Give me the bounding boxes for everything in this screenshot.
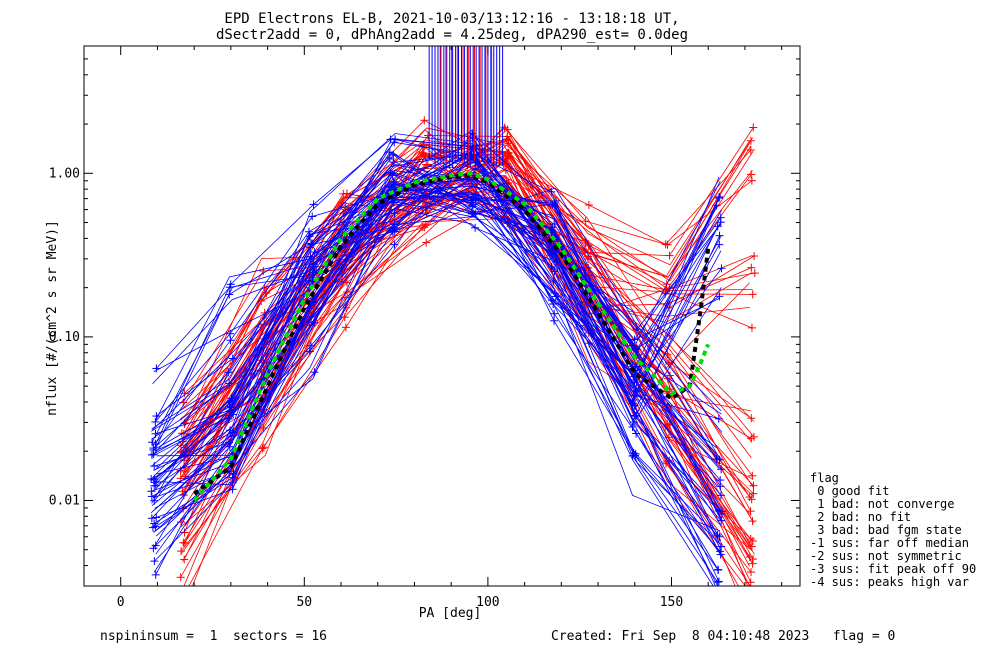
series-line — [155, 155, 721, 576]
legend-item: 1 bad: not converge — [810, 497, 955, 511]
y-tick-label: 0.01 — [49, 493, 80, 508]
legend-item: 0 good fit — [810, 484, 889, 498]
fit-curve — [192, 171, 711, 502]
legend-item: -3 sus: fit peak off 90 — [810, 562, 976, 576]
x-tick-label: 100 — [476, 595, 499, 610]
series-line — [180, 136, 751, 421]
series-line — [152, 178, 722, 499]
plot-frame — [83, 45, 801, 587]
y-axis: 0.01 0.10 1.00 — [49, 45, 800, 587]
y-tick-label: 1.00 — [49, 166, 80, 181]
series-line — [180, 197, 751, 578]
chart-title: EPD Electrons EL-B, 2021-10-03/13:12:16 … — [224, 11, 679, 27]
series-line — [155, 139, 720, 445]
y-axis-label: nflux [#/(cm^2 s sr MeV)] — [45, 220, 60, 416]
data-layer — [147, 46, 759, 586]
y-tick-label: 0.10 — [49, 330, 80, 345]
x-tick-label: 0 — [117, 595, 125, 610]
series-line — [153, 196, 720, 487]
series-line — [182, 140, 752, 403]
footer-right: Created: Fri Sep 8 04:10:48 2023 flag = … — [551, 629, 895, 644]
series-line — [151, 144, 720, 461]
series-line — [152, 190, 722, 512]
series-line — [188, 196, 752, 586]
footer-left: nspininsum = 1 sectors = 16 — [100, 629, 327, 644]
legend-item: -2 sus: not symmetric — [810, 549, 962, 563]
x-tick-label: 50 — [296, 595, 312, 610]
x-tick-label: 150 — [660, 595, 683, 610]
x-axis-label: PA [deg] — [419, 606, 482, 621]
series-line — [182, 175, 749, 586]
series-line — [152, 137, 720, 538]
legend-heading: flag — [810, 471, 839, 485]
chart-subtitle: dSectr2add = 0, dPhAng2add = 4.25deg, dP… — [216, 27, 688, 43]
series-line — [154, 193, 720, 423]
series-line — [153, 138, 722, 471]
series-line — [183, 138, 752, 429]
series-line — [180, 124, 752, 461]
series-line — [183, 129, 754, 486]
series-line — [152, 163, 721, 384]
legend-item: 3 bad: bad fgm state — [810, 523, 962, 537]
legend-item: -4 sus: peaks high var — [810, 575, 969, 589]
series-line — [153, 173, 722, 455]
series-line — [150, 194, 718, 487]
series-line — [153, 207, 716, 586]
legend-item: 2 bad: no fit — [810, 510, 911, 524]
series-line — [155, 182, 721, 555]
x-axis: 0 50 100 150 — [117, 46, 783, 610]
series-line — [153, 158, 720, 524]
fit-curve — [193, 173, 711, 496]
legend-item: -1 sus: far off median — [810, 536, 969, 550]
series-line — [151, 192, 721, 532]
series-line — [180, 158, 736, 586]
series-line — [184, 127, 753, 424]
legend: flag 0 good fit 1 bad: not converge 2 ba… — [810, 471, 976, 589]
series-line — [155, 181, 717, 445]
